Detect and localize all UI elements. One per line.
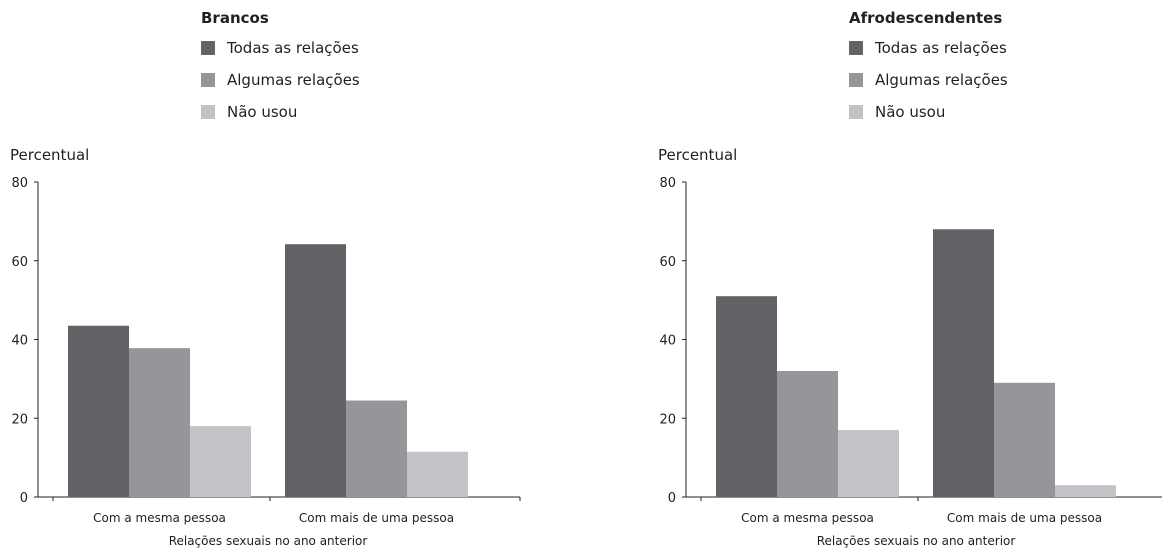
y-tick-label: 80	[659, 176, 676, 191]
bar	[190, 426, 251, 497]
x-axis-label: Relações sexuais no ano anterior	[817, 534, 1016, 548]
legend-label: Não usou	[875, 103, 945, 121]
y-tick-label: 40	[11, 334, 28, 349]
bar	[777, 371, 838, 497]
x-tick-label: Com a mesma pessoa	[93, 511, 226, 525]
legend-label: Algumas relações	[875, 71, 1008, 89]
bar	[407, 451, 468, 497]
y-axis-label: Percentual	[658, 146, 737, 164]
y-tick-label: 20	[659, 412, 676, 427]
legend-label: Todas as relações	[874, 39, 1007, 57]
bar	[129, 348, 190, 497]
legend-label: Algumas relações	[227, 71, 360, 89]
bar	[994, 382, 1055, 497]
legend-swatch	[849, 73, 863, 87]
y-tick-label: 0	[20, 491, 28, 506]
bar	[933, 229, 994, 497]
legend-label: Não usou	[227, 103, 297, 121]
chart-svg-brancos: Brancos Todas as relações Algumas relações…	[10, 9, 521, 548]
bar	[838, 430, 899, 497]
x-tick-label: Com a mesma pessoa	[741, 511, 874, 525]
bar	[68, 325, 129, 497]
legend-title: Brancos	[201, 9, 269, 27]
legend-swatch	[849, 41, 863, 55]
x-tick-label: Com mais de uma pessoa	[947, 511, 1102, 525]
bar	[285, 244, 346, 497]
chart-brancos: Brancos Todas as relações Algumas relações…	[10, 9, 521, 548]
x-axis-label: Relações sexuais no ano anterior	[169, 534, 368, 548]
bar	[346, 400, 407, 497]
y-tick-label: 60	[11, 255, 28, 270]
bar	[1055, 485, 1116, 497]
y-tick-label: 0	[668, 491, 676, 506]
bar	[716, 296, 777, 497]
legend-swatch	[849, 105, 863, 119]
x-tick-label: Com mais de uma pessoa	[299, 511, 454, 525]
y-tick-label: 20	[11, 412, 28, 427]
y-axis-label: Percentual	[10, 146, 89, 164]
y-tick-label: 80	[11, 176, 28, 191]
legend-title: Afrodescendentes	[849, 9, 1002, 27]
chart-afrodescendentes: Afrodescendentes Todas as relações Algumas…	[648, 0, 1162, 549]
chart-svg-afrodescendentes: Afrodescendentes Todas as relações Algumas…	[658, 9, 1162, 548]
legend-label: Todas as relações	[226, 39, 359, 57]
legend-swatch	[201, 41, 215, 55]
legend-swatch	[201, 73, 215, 87]
legend-swatch	[201, 105, 215, 119]
y-tick-label: 40	[659, 334, 676, 349]
y-tick-label: 60	[659, 255, 676, 270]
